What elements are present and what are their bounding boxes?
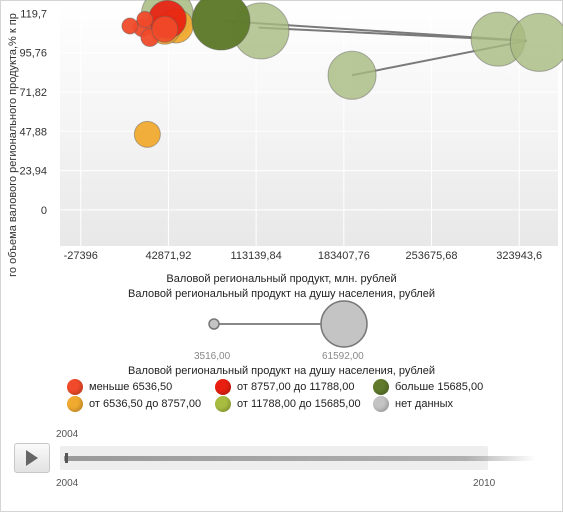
x-tick-label: 42871,92: [145, 250, 191, 262]
x-tick-label: 323943,6: [496, 250, 542, 262]
size-legend-max-label: 61592,00: [322, 351, 364, 362]
legend-label: от 8757,00 до 11788,00: [237, 381, 355, 393]
data-bubble[interactable]: [509, 12, 563, 72]
timeline-start-year: 2004: [56, 478, 79, 489]
legend-item-11788-15685: от 11788,00 до 15685,00: [215, 396, 361, 412]
y-tick-label: 95,76: [19, 48, 47, 60]
size-legend-max-bubble: [320, 300, 368, 348]
legend-swatch: [67, 379, 83, 395]
size-legend-min-label: 3516,00: [194, 351, 231, 362]
x-tick-label: 113139,84: [231, 250, 282, 262]
data-bubble[interactable]: [121, 17, 139, 35]
timeline-thumb[interactable]: [65, 453, 68, 463]
bubble-chart: 0 23,94 47,88 71,82 95,76 119,7 -27396 42871,92…: [19, 0, 563, 262]
legend-item-no-data: нет данных: [373, 396, 453, 412]
play-icon: [26, 450, 38, 466]
legend-item-gt-15685: больше 15685,00: [373, 379, 483, 395]
legend-swatch: [215, 379, 231, 395]
legend-swatch: [373, 396, 389, 412]
color-legend-title: Валовой региональный продукт на душу нас…: [127, 365, 435, 377]
y-tick-label: 47,88: [19, 126, 47, 138]
timeline-progress-line: [64, 456, 536, 461]
data-bubble[interactable]: [191, 0, 251, 51]
legend-swatch: [67, 396, 83, 412]
x-tick-label: -27396: [64, 250, 98, 262]
y-axis-label: го объема валового регионального продукт…: [7, 13, 19, 277]
y-tick-label: 23,94: [19, 166, 47, 178]
y-tick-label: 71,82: [19, 87, 47, 99]
legend-label: от 11788,00 до 15685,00: [237, 398, 361, 410]
data-bubble[interactable]: [151, 15, 179, 43]
legend-item-6536-8757: от 6536,50 до 8757,00: [67, 396, 201, 412]
legend-swatch: [373, 379, 389, 395]
y-tick-label: 119,7: [20, 8, 47, 20]
x-tick-label: 253675,68: [406, 250, 458, 262]
data-bubble[interactable]: [136, 10, 154, 28]
x-tick-label: 183407,76: [318, 250, 370, 262]
timeline-end-year: 2010: [473, 478, 496, 489]
size-legend-min-bubble: [208, 318, 220, 330]
data-bubble[interactable]: [133, 120, 161, 148]
legend-swatch: [215, 396, 231, 412]
size-legend: [208, 300, 368, 348]
legend-item-lt-6536: меньше 6536,50: [67, 379, 172, 395]
legend-label: от 6536,50 до 8757,00: [89, 398, 202, 410]
legend-item-8757-11788: от 8757,00 до 11788,00: [215, 379, 354, 395]
data-bubble[interactable]: [327, 50, 377, 100]
x-axis-label: Валовой региональный продукт, млн. рубле…: [166, 273, 397, 285]
legend-label: меньше 6536,50: [89, 381, 173, 393]
timeline-current-year: 2004: [56, 429, 79, 440]
play-button[interactable]: [14, 443, 50, 473]
legend-label: нет данных: [395, 398, 454, 410]
legend-label: больше 15685,00: [395, 381, 484, 393]
y-tick-label: 0: [41, 205, 47, 217]
size-legend-title: Валовой региональный продукт на душу нас…: [127, 288, 435, 300]
